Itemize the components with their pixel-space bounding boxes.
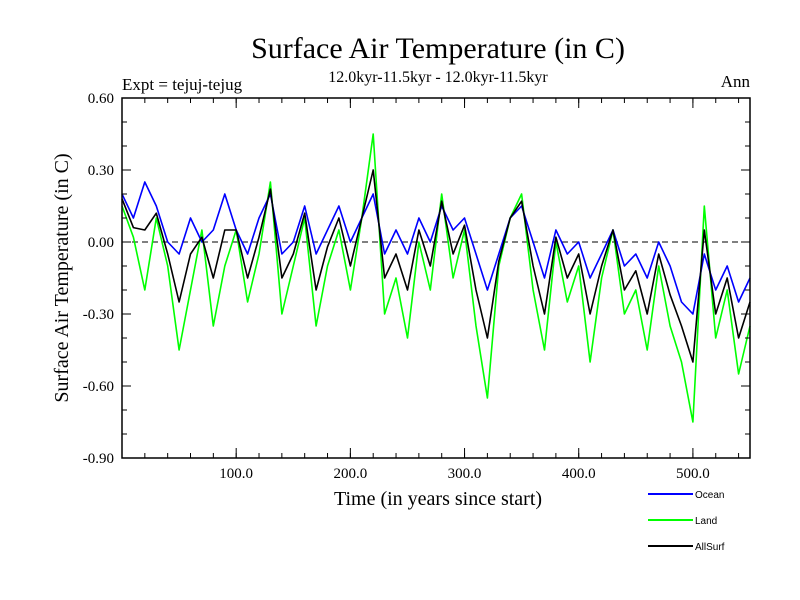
series-line-allsurf bbox=[121, 169, 751, 363]
x-tick-label: 100.0 bbox=[219, 466, 253, 482]
x-tick-label: 500.0 bbox=[676, 466, 710, 482]
y-tick-label: 0.00 bbox=[88, 235, 114, 251]
x-axis-label: Time (in years since start) bbox=[334, 488, 542, 510]
chart-title: Surface Air Temperature (in C) bbox=[251, 32, 625, 65]
y-axis-label: Surface Air Temperature (in C) bbox=[51, 153, 73, 402]
y-tick-label: -0.90 bbox=[83, 451, 114, 467]
plot-area bbox=[121, 133, 751, 423]
y-tick-label: -0.60 bbox=[83, 379, 114, 395]
season-label: Ann bbox=[721, 72, 751, 91]
y-axis: 0.60 0.30 0.00 -0.30 -0.60 -0.90 bbox=[83, 91, 750, 467]
legend: Ocean Land AllSurf bbox=[648, 490, 725, 553]
x-tick-label: 400.0 bbox=[562, 466, 596, 482]
legend-label-allsurf: AllSurf bbox=[695, 542, 725, 553]
chart-subtitle: 12.0kyr-11.5kyr - 12.0kyr-11.5kyr bbox=[328, 69, 548, 86]
x-tick-label: 200.0 bbox=[333, 466, 367, 482]
y-tick-label: -0.30 bbox=[83, 307, 114, 323]
x-axis: 100.0 200.0 300.0 400.0 500.0 bbox=[144, 98, 740, 482]
y-tick-label: 0.60 bbox=[88, 91, 114, 107]
expt-label: Expt = tejuj-tejug bbox=[122, 75, 243, 94]
series-line-ocean bbox=[121, 181, 751, 315]
y-tick-label: 0.30 bbox=[88, 163, 114, 179]
legend-label-ocean: Ocean bbox=[695, 490, 724, 501]
plot-frame bbox=[121, 97, 751, 459]
x-tick-label: 300.0 bbox=[448, 466, 482, 482]
series-line-land bbox=[121, 133, 751, 423]
legend-label-land: Land bbox=[695, 516, 717, 527]
